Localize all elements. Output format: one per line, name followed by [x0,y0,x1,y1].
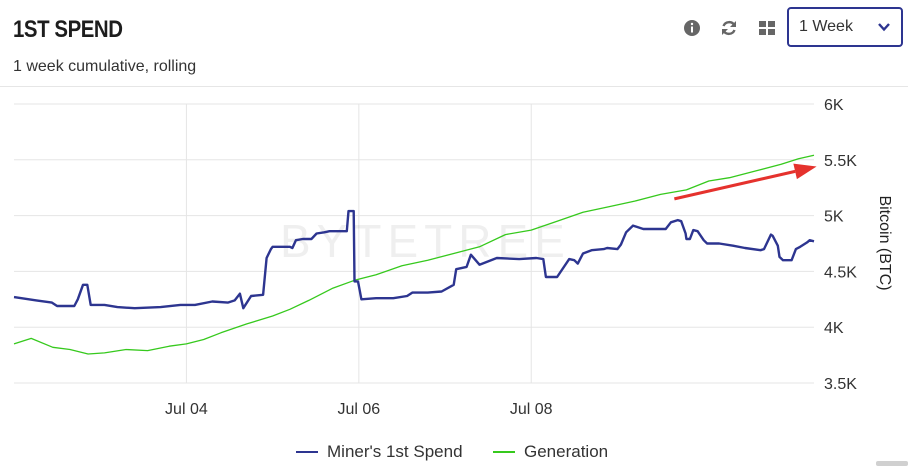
y-tick-label: 6K [824,97,844,114]
y-tick-label: 3.5K [824,376,857,393]
annotation-arrow-shaft [674,169,796,201]
page-title: 1ST SPEND [13,16,123,43]
legend-item-miners-1st-spend[interactable]: Miner's 1st Spend [296,442,463,462]
header-divider [0,86,908,87]
y-tick-label: 5K [824,209,844,226]
legend-label-miners-1st-spend: Miner's 1st Spend [327,442,463,461]
info-icon[interactable] [682,18,702,38]
series-line-miners-1st-spend[interactable] [13,209,815,310]
y-tick-label: 4.5K [824,264,857,281]
x-tick-label: Jul 06 [337,401,380,418]
y-tick-label: 4K [824,320,844,337]
period-select[interactable]: 1 Week [787,7,903,47]
legend-label-generation: Generation [524,442,609,461]
y-tick-label: 5.5K [824,153,857,170]
series-line-generation[interactable] [13,154,815,355]
refresh-icon[interactable] [719,18,739,38]
legend-item-generation[interactable]: Generation [493,442,608,462]
x-tick-label: Jul 04 [165,401,208,418]
grid-view-icon[interactable] [757,18,777,38]
x-tick-label: Jul 08 [510,401,553,418]
chart-subtitle: 1 week cumulative, rolling [13,58,197,75]
chart-legend: Miner's 1st Spend Generation [0,442,908,464]
y-axis-label: Bitcoin (BTC) [876,195,893,290]
legend-swatch-generation [493,451,515,453]
chevron-down-icon [878,23,890,32]
period-select-value: 1 Week [799,18,853,35]
annotation-arrow-head [793,163,817,180]
scrollbar-handle[interactable] [876,461,908,466]
legend-swatch-miners-1st-spend [296,451,318,453]
